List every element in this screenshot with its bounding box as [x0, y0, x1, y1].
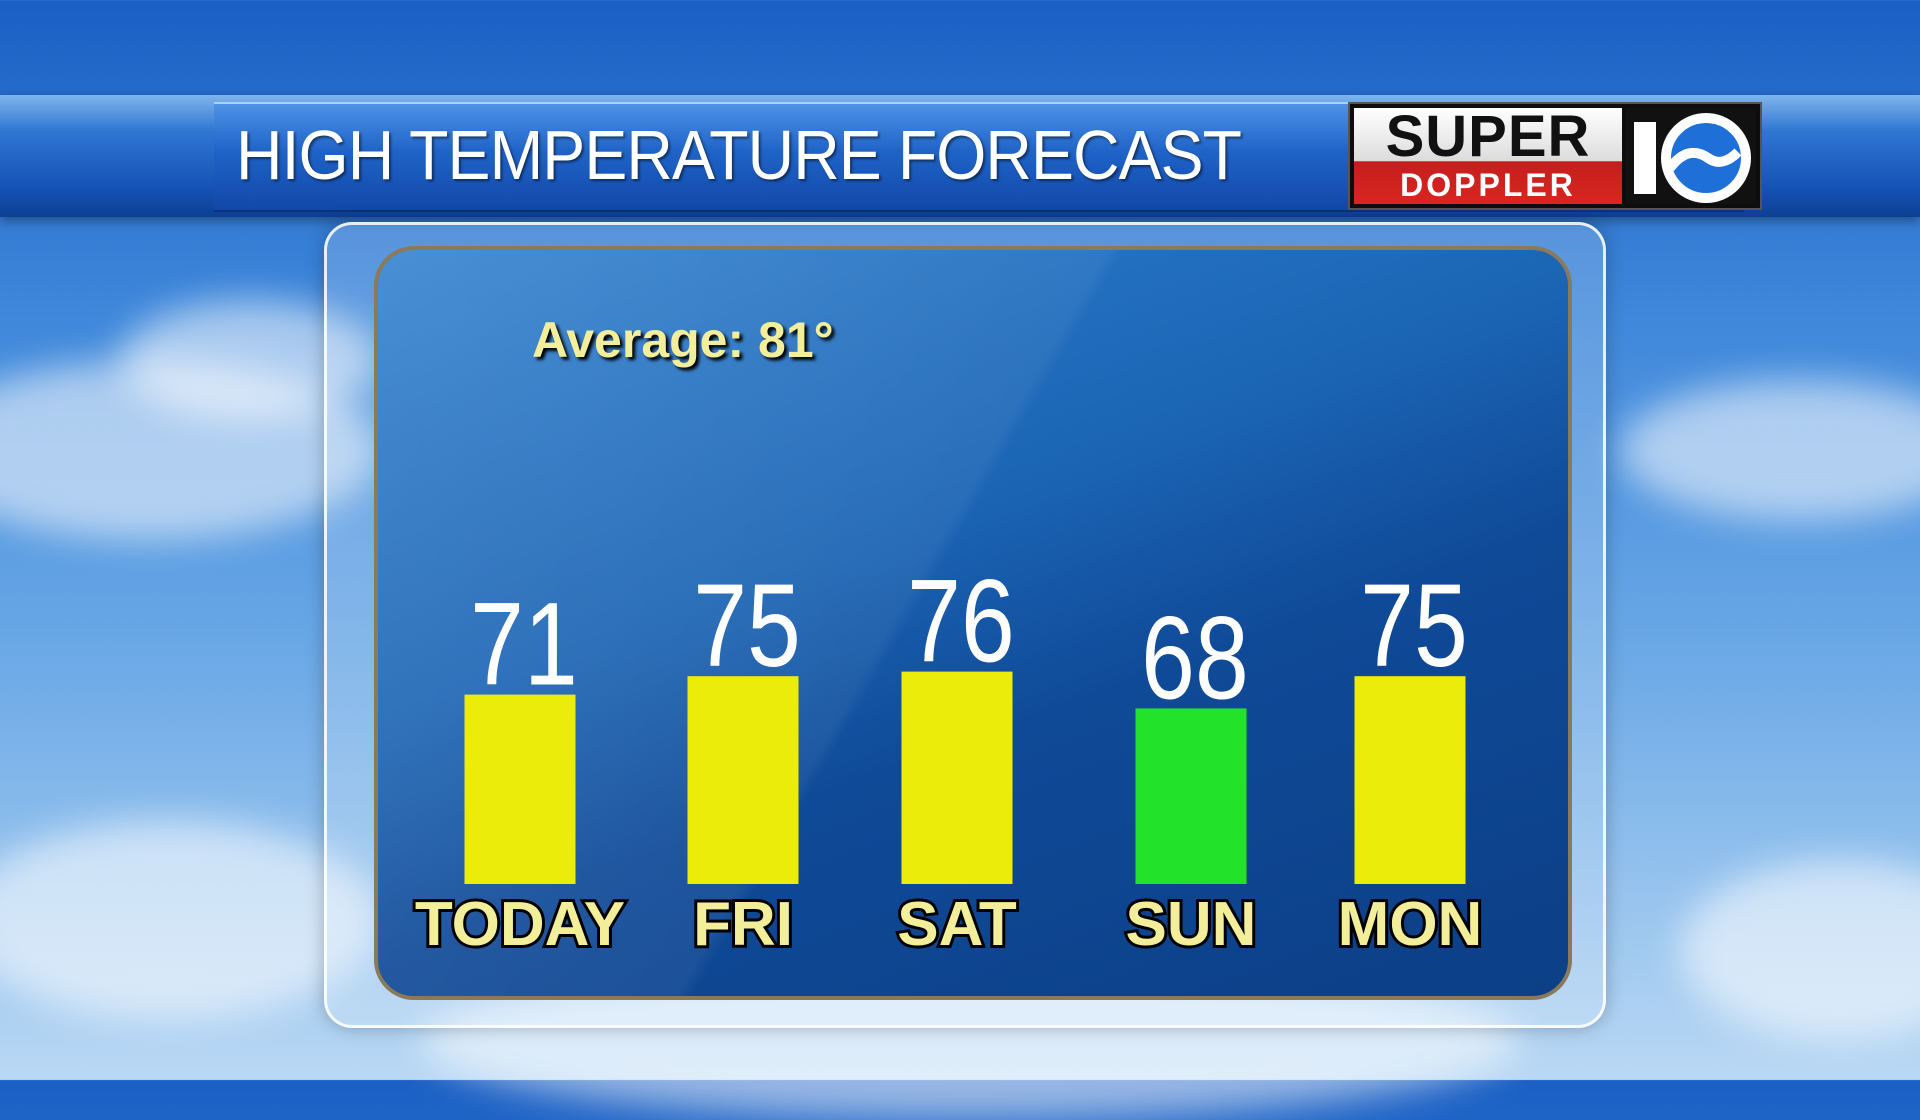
- station-logo: SUPER DOPPLER: [1348, 102, 1762, 210]
- bar-sun: [1135, 708, 1247, 884]
- cloud: [1620, 380, 1920, 520]
- average-annotation: Average: 81°: [532, 312, 834, 368]
- cloud: [1680, 860, 1920, 1040]
- bar-chart: 71 TODAY 75 FRI 76 SAT 68 SUN 75 MON: [411, 554, 1486, 962]
- value-label-sat: 76: [907, 554, 1015, 686]
- logo-super-doppler: SUPER DOPPLER: [1354, 108, 1622, 204]
- logo-super-text: SUPER: [1385, 104, 1591, 169]
- value-label-mon: 75: [1360, 559, 1468, 691]
- logo-channel-10-icon: [1626, 108, 1756, 204]
- day-label-mon: MON: [1338, 890, 1483, 959]
- page-title: HIGH TEMPERATURE FORECAST: [236, 116, 1242, 194]
- day-label-sat: SAT: [897, 890, 1017, 959]
- value-label-sun: 68: [1141, 591, 1249, 723]
- logo-doppler-text: DOPPLER: [1400, 167, 1576, 203]
- bar-mon: [1354, 676, 1466, 884]
- cloud: [0, 820, 380, 1020]
- day-label-today: TODAY: [415, 890, 625, 959]
- day-label-sun: SUN: [1126, 890, 1257, 959]
- bar-today: [464, 694, 576, 884]
- value-label-fri: 75: [693, 559, 801, 691]
- value-label-today: 71: [470, 577, 578, 709]
- day-label-fri: FRI: [693, 890, 793, 959]
- cloud: [120, 300, 380, 420]
- bar-sat: [901, 671, 1013, 884]
- bar-fri: [687, 676, 799, 884]
